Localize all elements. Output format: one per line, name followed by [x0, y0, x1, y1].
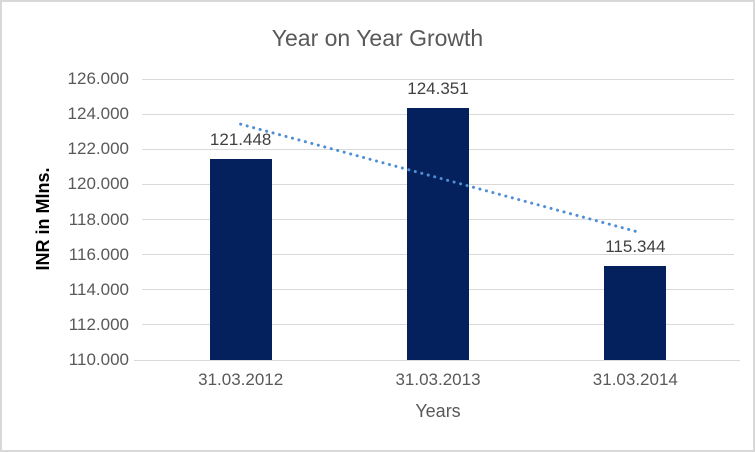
trendline-path[interactable] [239, 122, 637, 233]
y-tick-label: 122.000 [67, 139, 129, 159]
chart-title[interactable]: Year on Year Growth [271, 25, 484, 51]
data-label[interactable]: 115.344 [605, 237, 666, 257]
y-tick-label: 118.000 [68, 209, 129, 229]
bar[interactable] [209, 158, 272, 360]
y-tick-label: 120.000 [67, 174, 129, 194]
x-tick-label: 31.03.2014 [592, 370, 678, 389]
x-axis-tick-labels: 31.03.2012 31.03.2013 31.03.2014 [142, 370, 734, 392]
x-tick-label: 31.03.2012 [198, 370, 284, 389]
trendline[interactable] [142, 79, 734, 360]
plot-area[interactable]: 121.448 124.351 115.344 [134, 78, 740, 361]
bar[interactable] [604, 266, 667, 360]
x-tick-label: 31.03.2013 [395, 370, 481, 389]
bar[interactable] [407, 107, 469, 360]
data-label[interactable]: 124.351 [407, 78, 469, 98]
y-tick-label: 114.000 [68, 279, 129, 299]
x-axis-line [134, 359, 740, 361]
y-axis-tick-labels: 110.000 112.000 114.000 116.000 118.000 120.0… [2, 69, 129, 369]
y-tick-label: 116.000 [68, 244, 129, 264]
x-axis-title[interactable]: Years [415, 401, 461, 421]
gridline [142, 78, 734, 80]
data-label[interactable]: 121.448 [209, 129, 272, 149]
y-tick-label: 126.000 [67, 69, 129, 88]
y-tick-label: 112.000 [68, 314, 129, 334]
y-tick-label: 110.000 [68, 350, 129, 369]
y-tick-label: 124.000 [67, 104, 129, 124]
